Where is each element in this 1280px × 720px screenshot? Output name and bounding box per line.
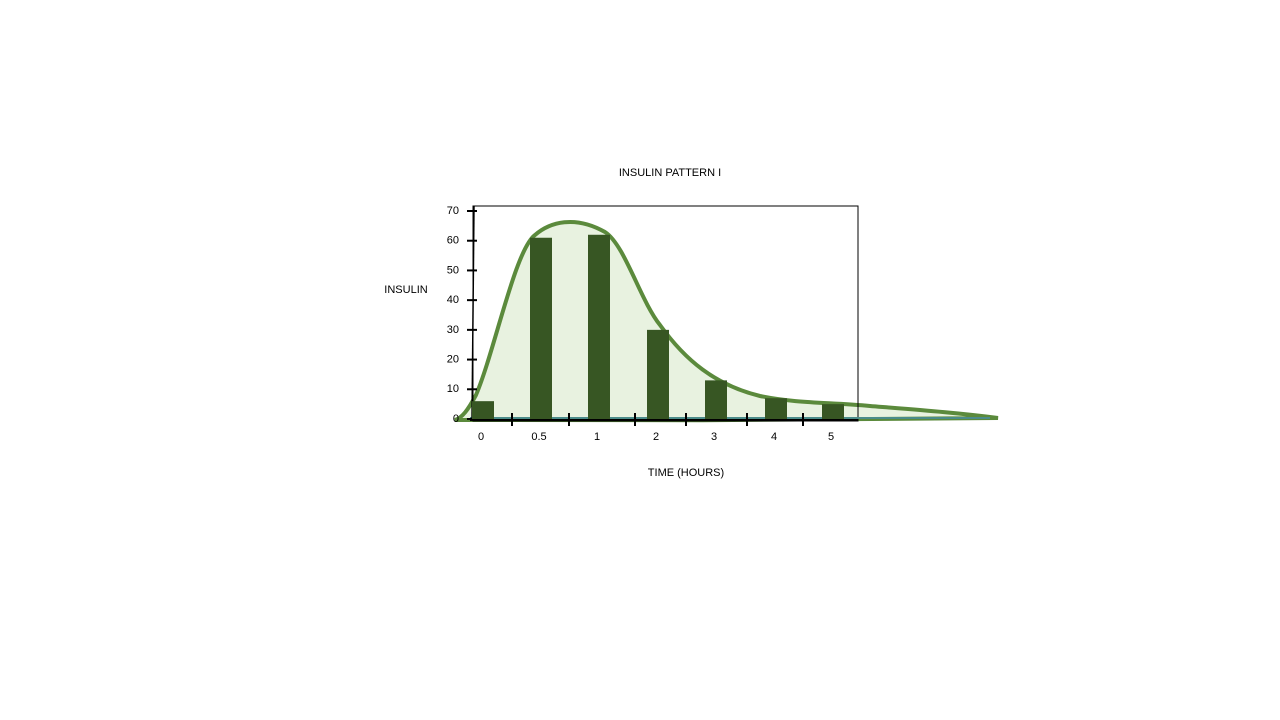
x-tick-label: 4	[771, 431, 777, 443]
x-tick-label: 1	[594, 431, 600, 443]
bar	[588, 234, 610, 419]
bar	[822, 404, 844, 419]
bar	[472, 401, 494, 419]
y-tick-label: 40	[447, 294, 459, 306]
x-tick-label: 2	[653, 431, 659, 443]
y-axis-label: INSULIN	[384, 284, 427, 296]
bar	[530, 237, 552, 419]
x-tick-label: 0	[478, 431, 484, 443]
bar	[705, 380, 727, 419]
y-tick-label: 20	[447, 353, 459, 365]
y-tick-label: 30	[447, 324, 459, 336]
bar	[765, 398, 787, 419]
y-tick-label: 0	[453, 413, 459, 425]
x-tick-label: 5	[828, 431, 834, 443]
bar	[647, 329, 669, 419]
x-tick-label: 3	[711, 431, 717, 443]
y-tick-label: 10	[447, 383, 459, 395]
y-tick-label: 50	[447, 264, 459, 276]
x-axis-label: TIME (HOURS)	[648, 467, 724, 479]
y-tick-label: 60	[447, 235, 459, 247]
y-tick-label: 70	[447, 205, 459, 217]
x-tick-label: 0.5	[531, 431, 546, 443]
x-tick-marks	[511, 413, 804, 426]
chart-title: INSULIN PATTERN I	[619, 167, 721, 179]
y-axis	[471, 205, 475, 422]
